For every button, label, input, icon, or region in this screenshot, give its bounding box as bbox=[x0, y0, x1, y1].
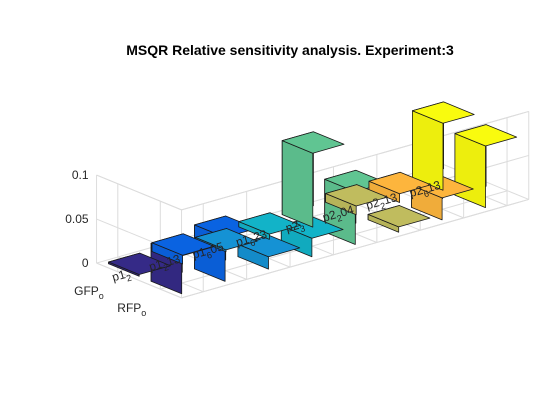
z-tick-label: 0.05 bbox=[65, 212, 89, 226]
bar-side-face bbox=[282, 141, 313, 228]
z-tick-label: 0.1 bbox=[72, 168, 89, 182]
bar-side-face bbox=[455, 134, 486, 208]
output-tick-label-GFP_o: GFPo bbox=[74, 284, 104, 301]
z-tick-label: 0 bbox=[82, 256, 89, 270]
bar-side-face bbox=[412, 111, 443, 190]
chart-title: MSQR Relative sensitivity analysis. Expe… bbox=[126, 42, 454, 58]
output-tick-label-RFP_o: RFPo bbox=[117, 301, 146, 318]
axis-box-edge bbox=[97, 175, 182, 210]
